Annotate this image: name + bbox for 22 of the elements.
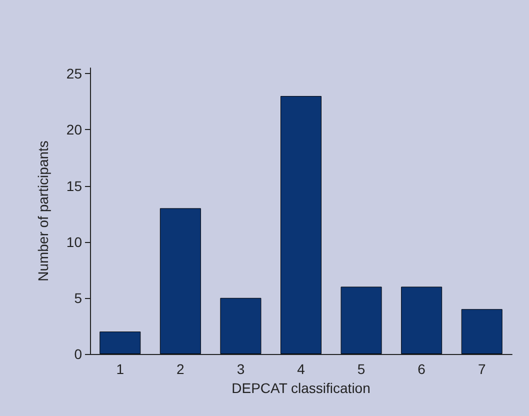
x-tick-label: 6 (418, 361, 426, 377)
y-tick-label: 10 (66, 234, 82, 250)
y-tick-label: 15 (66, 178, 82, 194)
y-axis-title: Number of participants (35, 140, 51, 282)
bar (220, 298, 262, 354)
x-tick-label: 1 (116, 361, 124, 377)
x-tick-label: 7 (478, 361, 486, 377)
bar (160, 208, 201, 354)
bar (461, 309, 502, 354)
bar (401, 286, 442, 354)
y-tick-label: 0 (74, 346, 82, 362)
x-tick-label: 3 (236, 361, 245, 377)
x-tick-label: 2 (176, 361, 185, 377)
x-tick-label: 5 (357, 361, 366, 377)
x-axis-title: DEPCAT classification (232, 380, 370, 396)
bar (100, 332, 141, 354)
y-tick-label: 5 (74, 290, 82, 306)
y-tick-label: 25 (66, 66, 82, 82)
bar (340, 286, 382, 354)
x-tick-label: 4 (297, 361, 306, 377)
bar (280, 96, 322, 354)
y-tick-label: 20 (66, 122, 82, 138)
